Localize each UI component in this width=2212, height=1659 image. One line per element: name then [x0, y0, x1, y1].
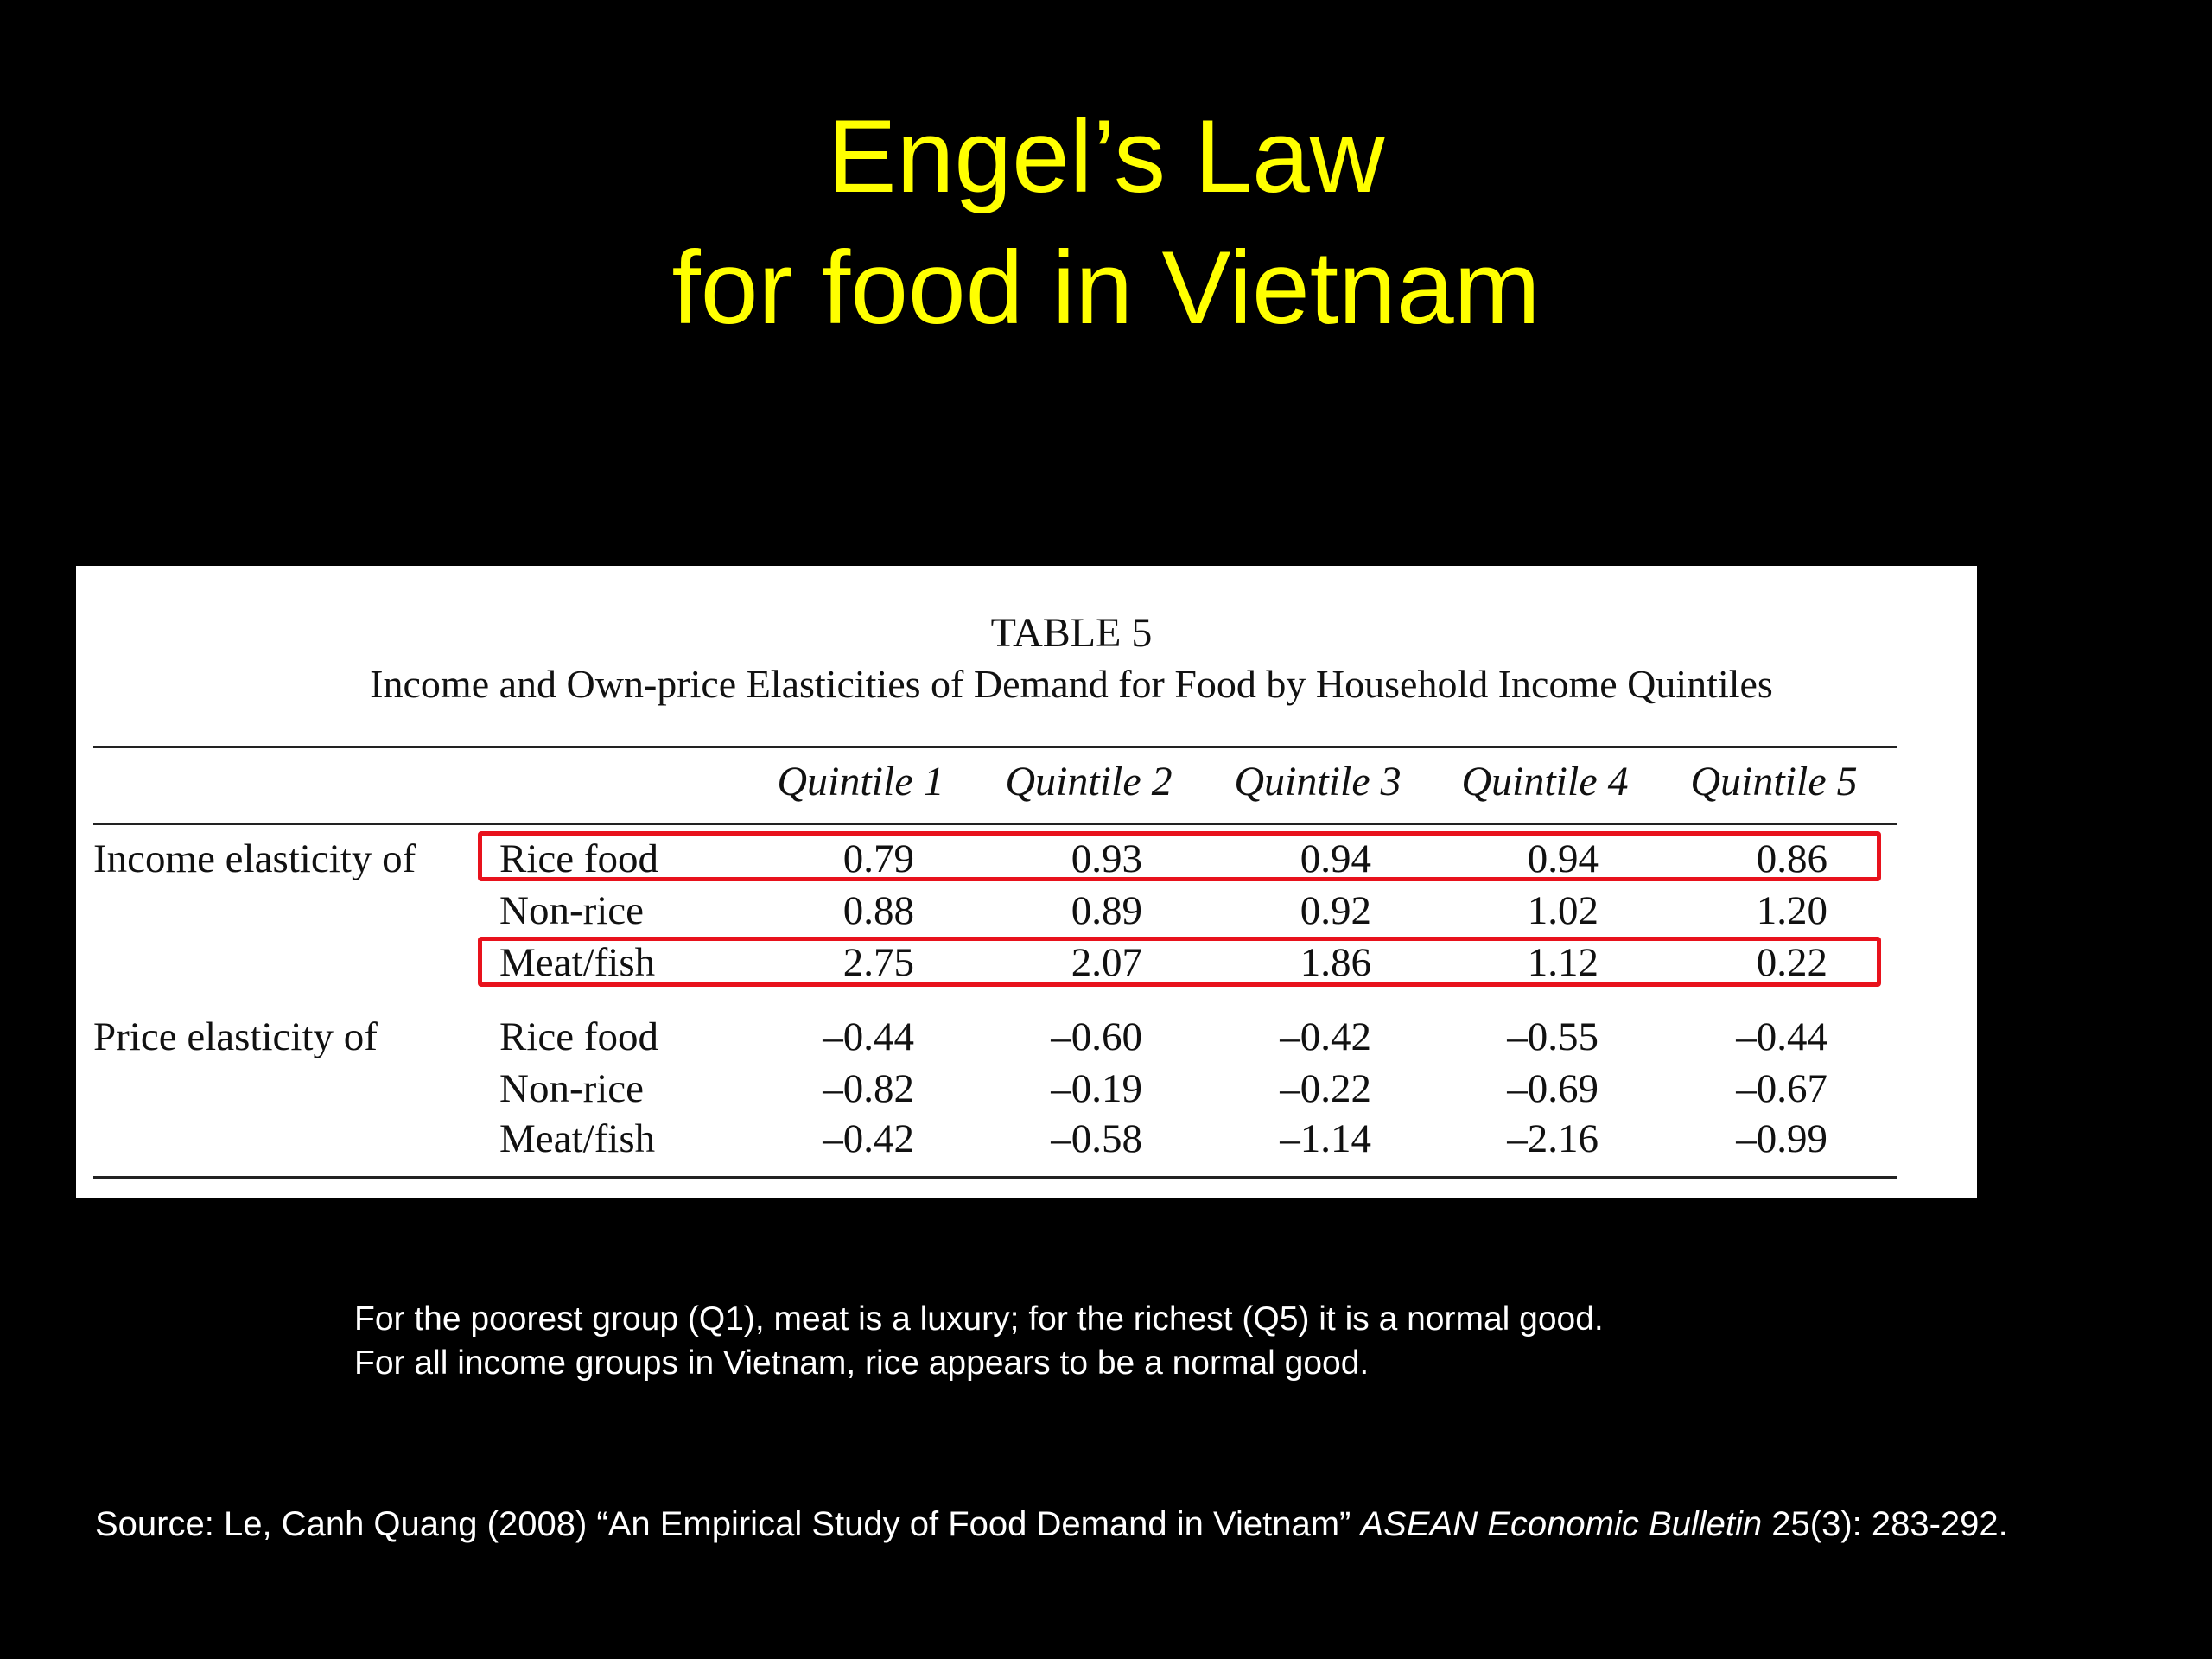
slide-title-line-2: for food in Vietnam: [671, 230, 1541, 346]
source-suffix: 25(3): 283-292.: [1762, 1505, 2008, 1543]
table-cell: –0.55: [1507, 1014, 1599, 1059]
table-cell: 1.86: [1300, 940, 1371, 985]
table-cell: 2.07: [1071, 940, 1142, 985]
table-header-rule: [93, 823, 1897, 825]
table-cell: 0.94: [1527, 836, 1599, 881]
note-line-1: For the poorest group (Q1), meat is a lu…: [354, 1300, 1604, 1338]
table-cell: –2.16: [1507, 1116, 1599, 1161]
group-label-price: Price elasticity of: [93, 1014, 378, 1059]
source-journal: ASEAN Economic Bulletin: [1360, 1505, 1763, 1543]
table-cell: 2.75: [842, 940, 914, 985]
column-header-quintile-1: Quintile 1: [777, 759, 944, 804]
table-cell: –0.44: [1736, 1014, 1827, 1059]
highlight-box-income-rice: [478, 831, 1881, 881]
table-caption: Income and Own-price Elasticities of Dem…: [370, 662, 1773, 706]
table-number: TABLE 5: [990, 610, 1153, 656]
table-cell: –0.42: [1280, 1014, 1371, 1059]
group-label-income: Income elasticity of: [93, 836, 416, 881]
table-cell: 1.02: [1527, 888, 1599, 933]
table-cell: –0.19: [1051, 1066, 1142, 1111]
note-line-2: For all income groups in Vietnam, rice a…: [354, 1344, 1370, 1382]
table-cell: –0.42: [823, 1116, 914, 1161]
table-cell: –0.60: [1051, 1014, 1142, 1059]
row-label: Non-rice: [499, 888, 645, 933]
source-citation: Source: Le, Canh Quang (2008) “An Empiri…: [95, 1505, 2008, 1544]
row-label: Non-rice: [499, 1066, 645, 1111]
table-cell: 1.20: [1756, 888, 1827, 933]
table-cell: –0.69: [1507, 1066, 1599, 1111]
table-top-rule: [93, 746, 1897, 748]
table-cell: –1.14: [1280, 1116, 1371, 1161]
row-label: Rice food: [499, 836, 659, 881]
table-cell: –0.58: [1051, 1116, 1142, 1161]
table-cell: 0.93: [1071, 836, 1142, 881]
source-prefix: Source: Le, Canh Quang (2008) “An Empiri…: [95, 1505, 1361, 1543]
table-cell: 0.86: [1756, 836, 1827, 881]
table-cell: 0.79: [842, 836, 914, 881]
table-cell: 0.88: [842, 888, 914, 933]
table-image-panel: TABLE 5 Income and Own-price Elasticitie…: [76, 566, 1977, 1198]
slide-title-line-1: Engel’s Law: [827, 99, 1385, 214]
highlight-box-income-meat: [478, 937, 1881, 987]
table-cell: –0.99: [1736, 1116, 1827, 1161]
table-cell: 0.22: [1756, 940, 1827, 985]
table-cell: –0.67: [1736, 1066, 1827, 1111]
slide-title: Engel’s Law for food in Vietnam: [0, 91, 2212, 353]
row-label: Meat/fish: [499, 1116, 656, 1161]
row-label: Rice food: [499, 1014, 659, 1059]
column-header-quintile-4: Quintile 4: [1461, 759, 1629, 804]
column-header-quintile-3: Quintile 3: [1234, 759, 1402, 804]
column-header-quintile-2: Quintile 2: [1005, 759, 1173, 804]
table-cell: –0.82: [823, 1066, 914, 1111]
table-bottom-rule: [93, 1176, 1897, 1179]
table-cell: 0.94: [1300, 836, 1371, 881]
column-header-quintile-5: Quintile 5: [1690, 759, 1858, 804]
table-cell: 0.89: [1071, 888, 1142, 933]
table-cell: –0.22: [1280, 1066, 1371, 1111]
table-cell: 1.12: [1527, 940, 1599, 985]
table-cell: –0.44: [823, 1014, 914, 1059]
row-label: Meat/fish: [499, 940, 656, 985]
table-cell: 0.92: [1300, 888, 1371, 933]
